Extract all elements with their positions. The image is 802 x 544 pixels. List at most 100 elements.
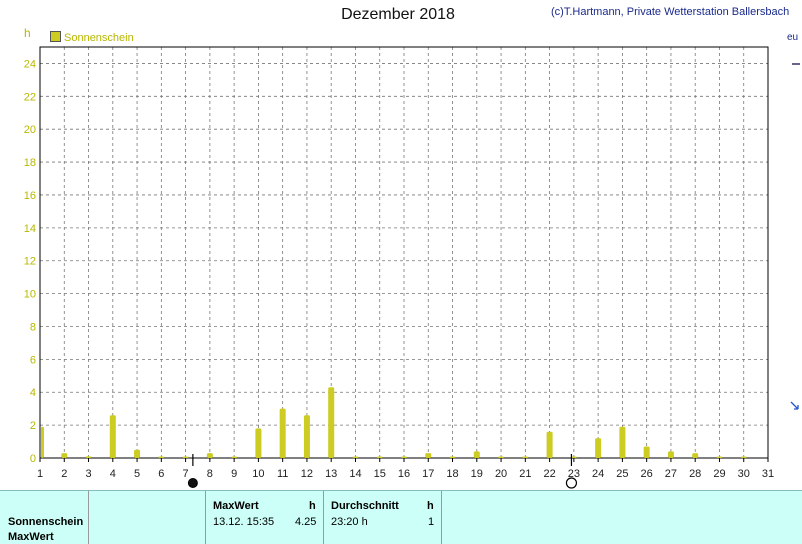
copyright-text: (c)T.Hartmann, Private Wetterstation Bal… [551,6,790,18]
y-tick-label: 16 [24,190,36,202]
x-tick-label: 11 [277,468,288,480]
max-unit: h [309,500,316,512]
x-tick-label: 19 [471,468,483,480]
bar-day-27 [667,451,674,458]
y-tick-label: 2 [30,420,36,432]
x-tick-label: 16 [398,468,410,480]
x-tick-label: 7 [183,468,189,480]
x-tick-label: 24 [592,468,604,480]
bar-day-1 [41,426,44,458]
x-tick-label: 6 [158,468,164,480]
bar-day-12 [303,415,310,458]
bar-day-25 [619,426,626,458]
bar-day-18 [449,456,456,458]
bar-day-4 [109,415,116,458]
bar-day-9 [231,456,238,458]
x-tick-label: 23 [568,468,580,480]
bar-day-22 [546,431,553,458]
x-tick-label: 8 [207,468,213,480]
x-tick-label: 27 [665,468,677,480]
row-label-maxwert: MaxWert [8,531,54,543]
summary-divider [205,491,206,544]
bar-day-29 [716,456,723,458]
bar-day-8 [206,453,213,458]
x-tick-label: 12 [301,468,313,480]
bar-day-2 [61,453,68,458]
bar-day-30 [740,456,747,458]
max-header: MaxWert [213,500,259,512]
chart-title: Dezember 2018 [341,6,455,23]
x-tick-label: 10 [252,468,264,480]
avg-unit: h [427,500,434,512]
avg-header: Durchschnitt [331,500,399,512]
bar-day-14 [352,456,359,458]
grid-lines [40,47,768,458]
x-tick-label: 1 [37,468,43,480]
bar-day-23 [570,456,577,458]
bar-day-5 [134,449,141,458]
x-tick-label: 14 [349,468,361,480]
moon-phase-markers [187,454,578,489]
legend: Sonnenschein [50,31,134,44]
x-tick-label: 18 [446,468,458,480]
y-tick-label: 18 [24,157,36,169]
bar-day-24 [595,438,602,458]
y-tick-label: 10 [24,289,36,301]
bar-day-7 [182,456,189,458]
full-moon-icon [565,477,578,489]
bar-day-11 [279,408,286,458]
max-datetime: 13.12. 15:35 [213,516,275,528]
bar-day-13 [328,387,335,458]
bar-day-20 [498,456,505,458]
side-label: eu [787,32,799,43]
new-moon-icon [187,478,198,488]
y-axis-unit: h [24,26,31,40]
legend-label: Sonnenschein [64,32,134,44]
bar-day-28 [692,453,699,458]
bar-day-3 [85,456,92,458]
x-tick-label: 25 [616,468,628,480]
y-tick-label: 0 [30,453,36,465]
bar-day-16 [401,456,407,458]
x-tick-label: 20 [495,468,507,480]
y-tick-label: 24 [24,58,36,70]
x-tick-label: 5 [134,468,140,480]
bar-day-19 [473,451,480,458]
avg-count: 1 [428,516,435,528]
y-tick-label: 12 [24,256,36,268]
x-tick-label: 13 [325,468,337,480]
bar-day-15 [376,456,383,458]
x-tick-label: 15 [374,468,386,480]
x-tick-label: 31 [762,468,774,480]
bar-day-21 [522,456,529,458]
bar-day-26 [643,446,650,458]
summary-panel: Sonnenschein MaxWert MaxWert h 13.12. 15… [0,490,802,544]
x-tick-label: 4 [110,468,116,480]
bar-day-10 [255,428,262,458]
x-tick-label: 29 [713,468,725,480]
x-axis-ticks: 1 2 3 4 5 6 7 8 9 10 11 12 13 14 15 16 17 18 19 20 21 22 23 24 2… [37,458,774,480]
x-tick-label: 9 [231,468,237,480]
x-tick-label: 17 [422,468,434,480]
side-marker-icon [792,58,800,66]
summary-divider [441,491,442,544]
summary-divider [88,491,89,544]
bar-day-17 [425,453,432,458]
y-tick-label: 20 [24,124,36,136]
x-tick-label: 2 [61,468,67,480]
max-value: 4.25 [295,516,317,528]
x-tick-label: 21 [519,468,531,480]
bar-day-6 [158,456,165,458]
x-tick-label: 3 [85,468,91,480]
summary-divider [323,491,324,544]
avg-value: 23:20 h [331,516,368,528]
legend-swatch [50,31,61,42]
y-tick-label: 4 [30,387,36,399]
side-marker-icon [790,398,800,410]
x-tick-label: 28 [689,468,701,480]
bar-series [41,387,747,458]
y-tick-label: 14 [24,223,36,235]
x-tick-label: 30 [738,468,750,480]
